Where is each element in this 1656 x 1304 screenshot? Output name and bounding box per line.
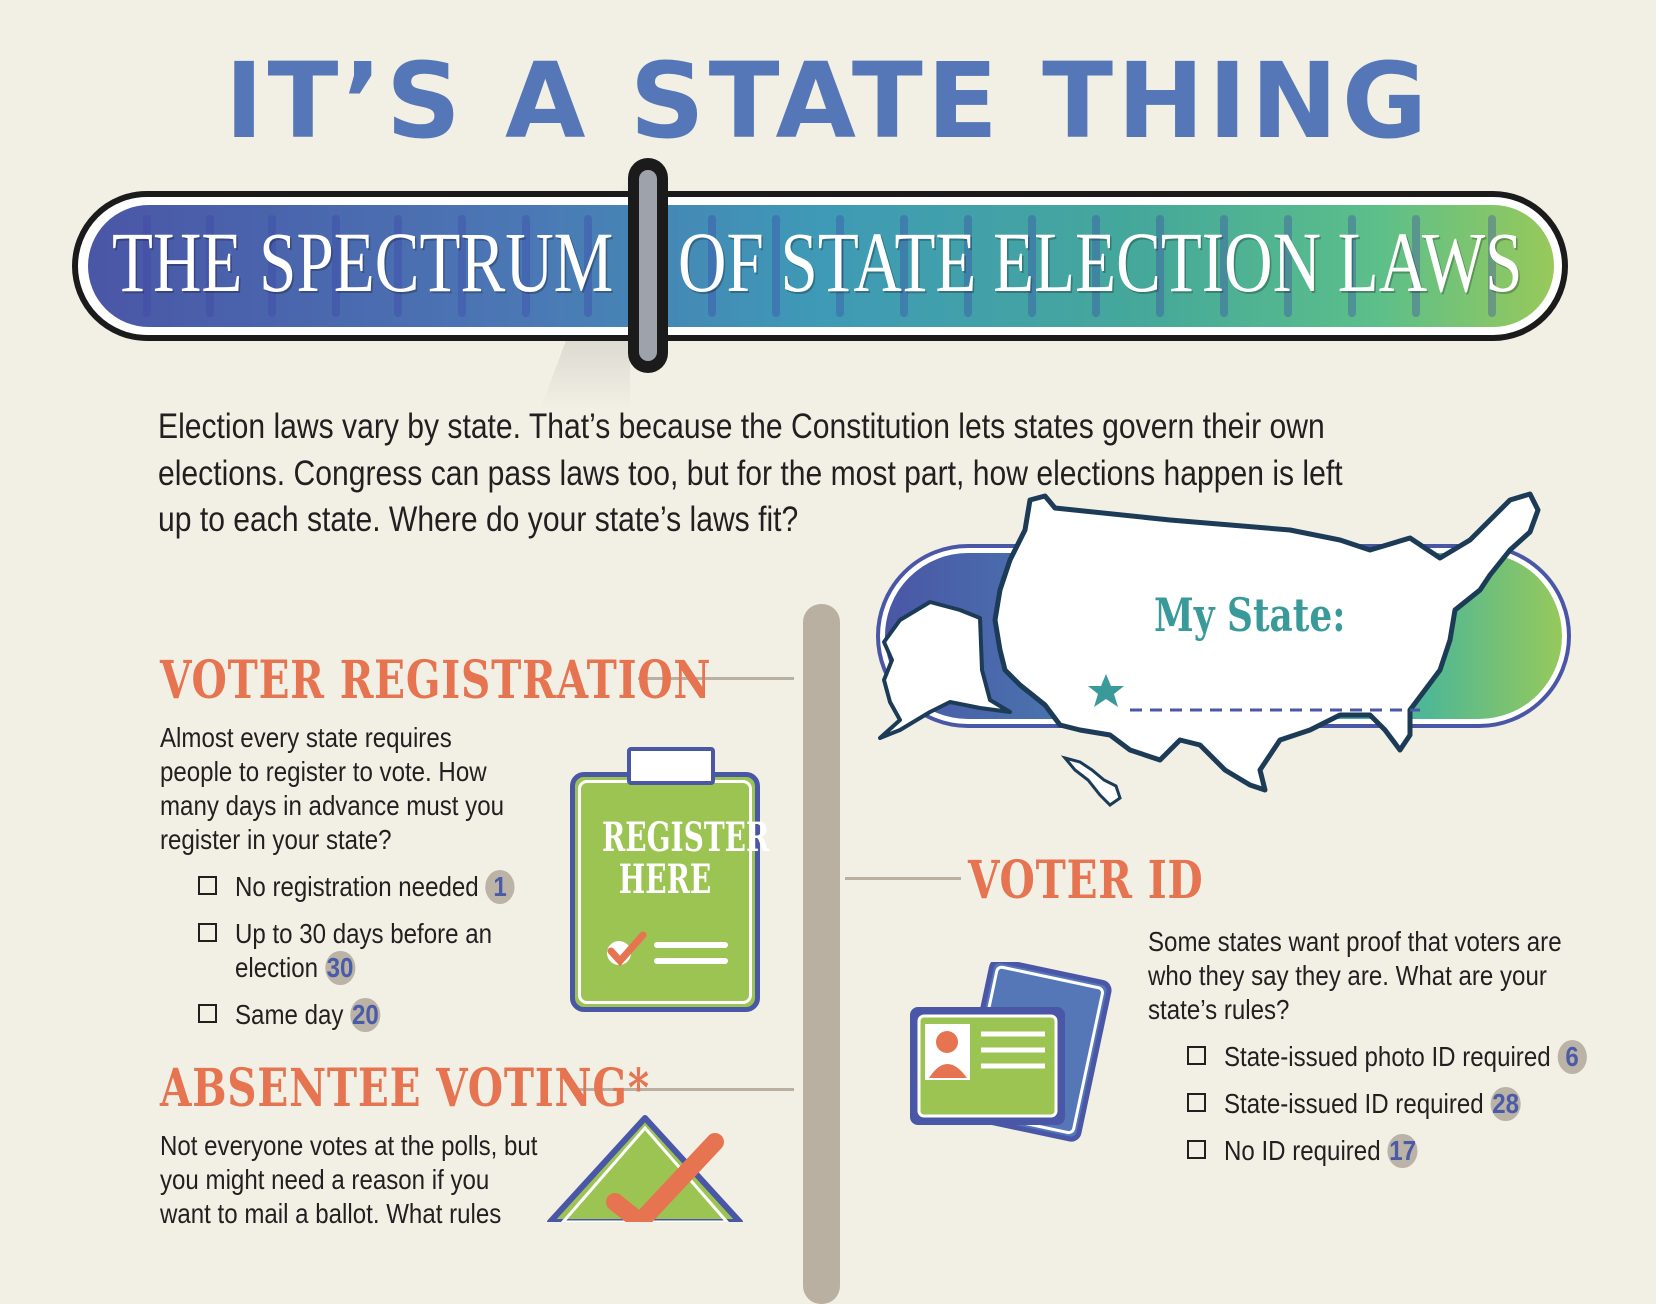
body-line: you might need a reason if you	[160, 1164, 490, 1195]
body-line: register in your state?	[160, 824, 392, 855]
ballot-check-icon	[547, 1115, 743, 1222]
body-line: Not everyone votes at the polls, but	[160, 1130, 538, 1161]
body-line: Almost every state requires	[160, 722, 452, 753]
option-label: State-issued photo ID required	[1224, 1041, 1551, 1072]
voter-id-body: Some states want proof that voters are w…	[1148, 925, 1562, 1027]
body-line: state’s rules?	[1148, 994, 1290, 1025]
voter-registration-heading: VOTER REGISTRATION	[160, 650, 712, 711]
body-line: many days in advance must you	[160, 790, 504, 821]
my-state-label: My State:	[1154, 588, 1346, 642]
body-line: who they say they are. What are your	[1148, 960, 1547, 991]
state-count-badge: 17	[1387, 1134, 1418, 1168]
id-card-icon	[910, 962, 1112, 1142]
banner-right-text: OF STATE ELECTION LAWS	[678, 214, 1523, 310]
absentee-voting-heading: ABSENTEE VOTING*	[160, 1058, 650, 1119]
state-count-badge: 1	[485, 870, 515, 904]
page-title: IT’S A STATE THING	[224, 40, 1432, 162]
hawaii-shape	[1060, 755, 1122, 807]
alaska-shape	[878, 600, 1012, 740]
state-count-badge: 28	[1490, 1087, 1521, 1121]
contiguous-us-shape	[992, 491, 1541, 793]
banner-left-text: THE SPECTRUM	[112, 214, 614, 310]
spectrum-slider-knob	[628, 158, 668, 373]
option-label: State-issued ID required	[1224, 1088, 1484, 1119]
connector-line	[578, 1088, 794, 1091]
state-count-badge: 6	[1557, 1040, 1587, 1074]
option-label: No ID required	[1224, 1135, 1381, 1166]
checkbox[interactable]	[198, 876, 217, 895]
connector-line	[845, 877, 961, 880]
checkbox[interactable]	[1187, 1140, 1206, 1159]
option-label: No registration needed	[235, 871, 479, 902]
body-line: people to register to vote. How	[160, 756, 487, 787]
clipboard-text: REGISTER	[602, 814, 770, 861]
connector-line	[638, 677, 794, 680]
body-line: want to mail a ballot. What rules	[160, 1198, 502, 1229]
timeline-spine	[803, 604, 840, 1304]
us-map-graphic	[876, 491, 1571, 807]
intro-line: Election laws vary by state. That’s beca…	[158, 407, 1325, 446]
clipboard-text: HERE	[618, 856, 712, 903]
option-label: Up to 30 days before an	[235, 918, 493, 949]
checkbox[interactable]	[198, 923, 217, 942]
option-label: Same day	[235, 999, 344, 1030]
checkbox[interactable]	[198, 1004, 217, 1023]
intro-line: elections. Congress can pass laws too, b…	[158, 453, 1343, 493]
option-label: election	[235, 952, 319, 983]
absentee-voting-body: Not everyone votes at the polls, but you…	[160, 1129, 537, 1231]
checkbox[interactable]	[1187, 1093, 1206, 1112]
body-line: Some states want proof that voters are	[1148, 926, 1562, 957]
voter-registration-body: Almost every state requires people to re…	[160, 721, 504, 857]
checkbox[interactable]	[1187, 1046, 1206, 1065]
clipboard-icon: REGISTER HERE	[570, 747, 770, 1012]
spectrum-gradient-bar	[88, 205, 1554, 327]
state-count-badge: 20	[350, 998, 381, 1032]
voter-id-heading: VOTER ID	[968, 850, 1204, 911]
intro-line: up to each state. Where do your state’s …	[158, 500, 799, 539]
checkmark-icon	[607, 931, 728, 967]
intro-paragraph: Election laws vary by state. That’s beca…	[158, 404, 1448, 544]
star-icon	[1088, 674, 1124, 707]
state-count-badge: 30	[324, 951, 356, 985]
